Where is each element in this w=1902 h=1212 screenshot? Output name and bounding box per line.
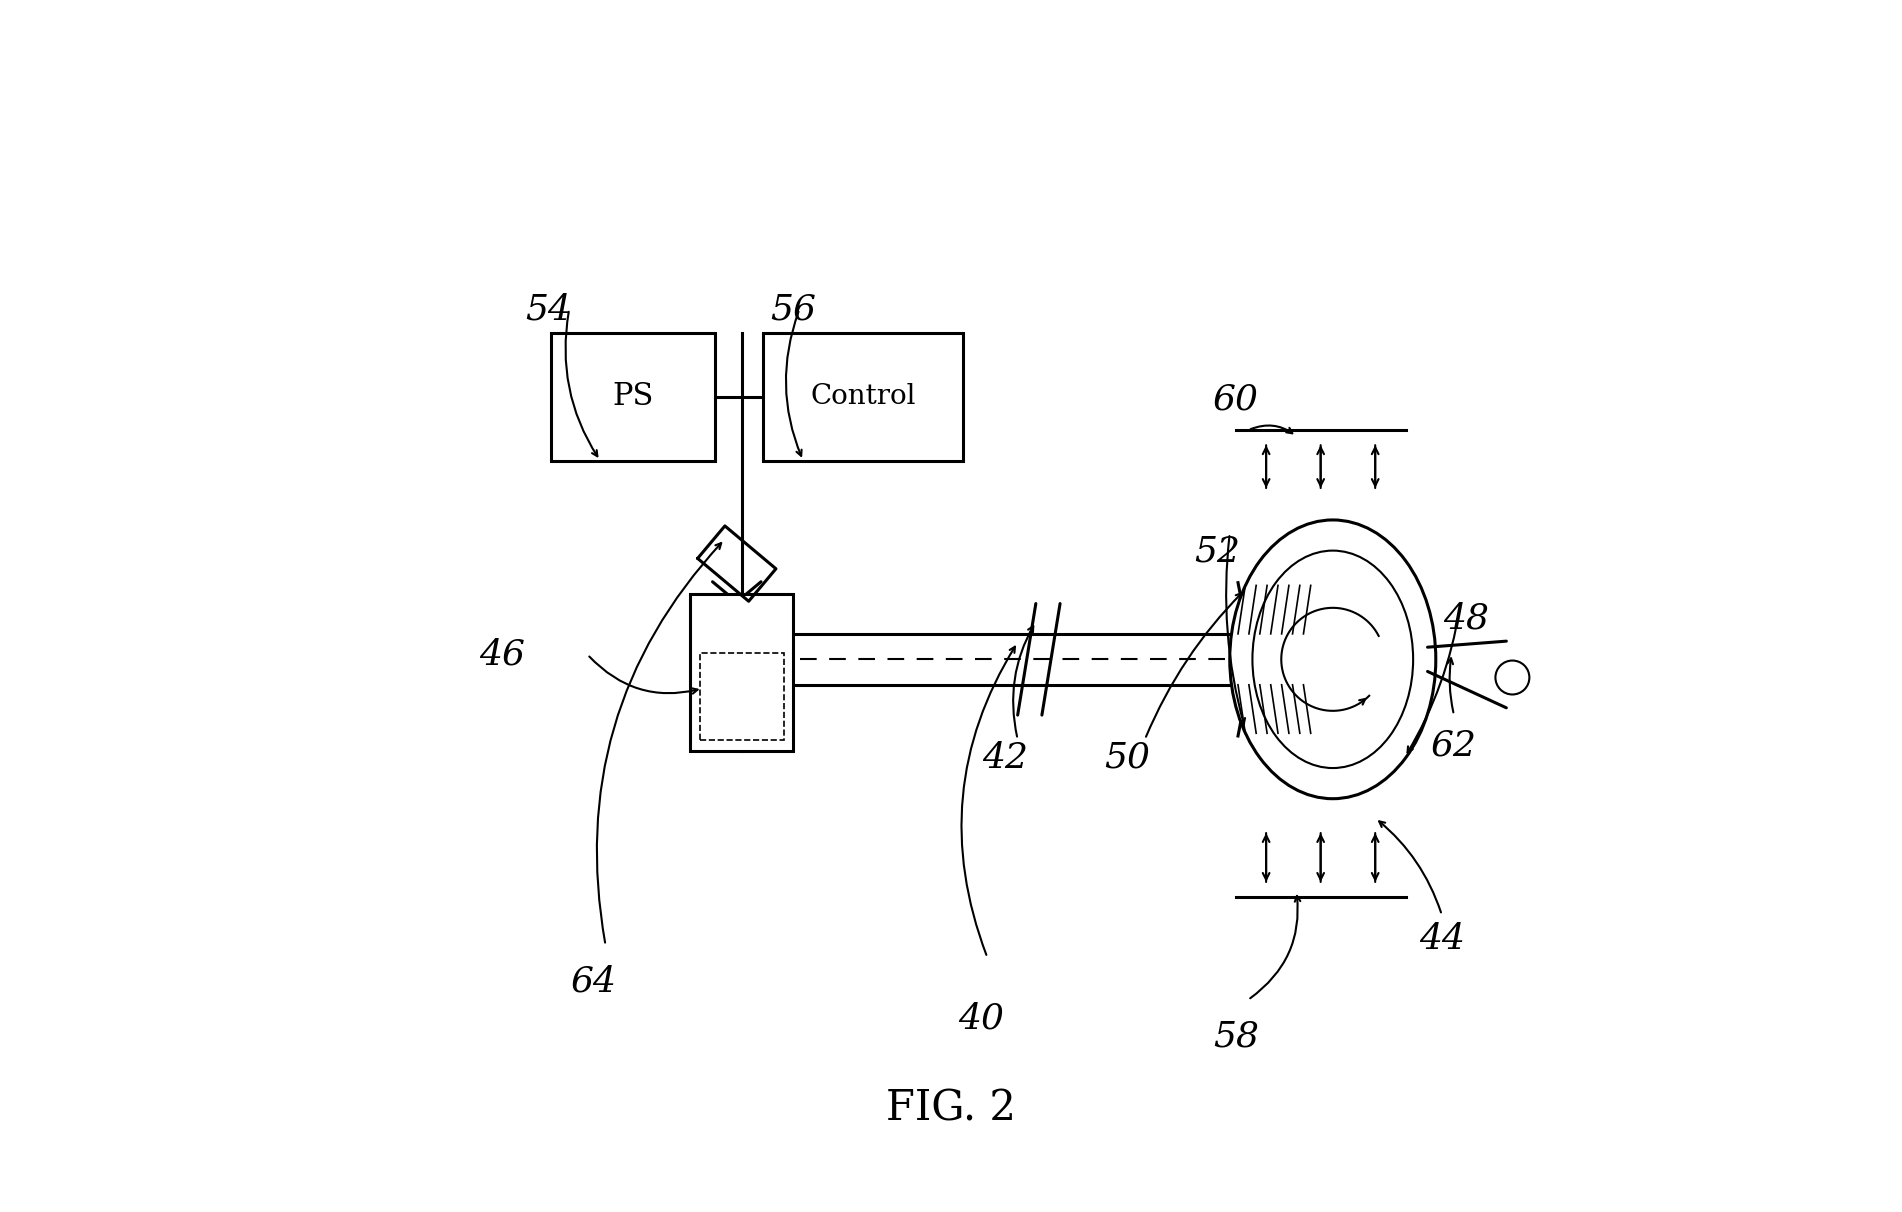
Text: 50: 50 [1103,741,1149,774]
Ellipse shape [1252,550,1413,768]
Text: Control: Control [810,383,917,411]
Text: 58: 58 [1213,1019,1259,1053]
Circle shape [1495,661,1529,694]
Text: 56: 56 [770,292,816,326]
Bar [552,333,715,461]
Text: 60: 60 [1213,383,1259,417]
Bar [700,653,784,739]
Text: PS: PS [612,382,654,412]
Text: 62: 62 [1430,728,1478,762]
Text: 46: 46 [479,638,525,671]
Bar [763,333,962,461]
Bar [690,594,793,751]
Text: 40: 40 [959,1001,1004,1035]
Text: FIG. 2: FIG. 2 [886,1088,1016,1130]
Ellipse shape [1231,520,1436,799]
Text: 42: 42 [983,741,1029,774]
Text: 44: 44 [1419,922,1465,956]
Text: 52: 52 [1194,534,1240,568]
Text: 54: 54 [525,292,573,326]
Text: 64: 64 [571,965,616,999]
Text: 48: 48 [1444,601,1489,635]
